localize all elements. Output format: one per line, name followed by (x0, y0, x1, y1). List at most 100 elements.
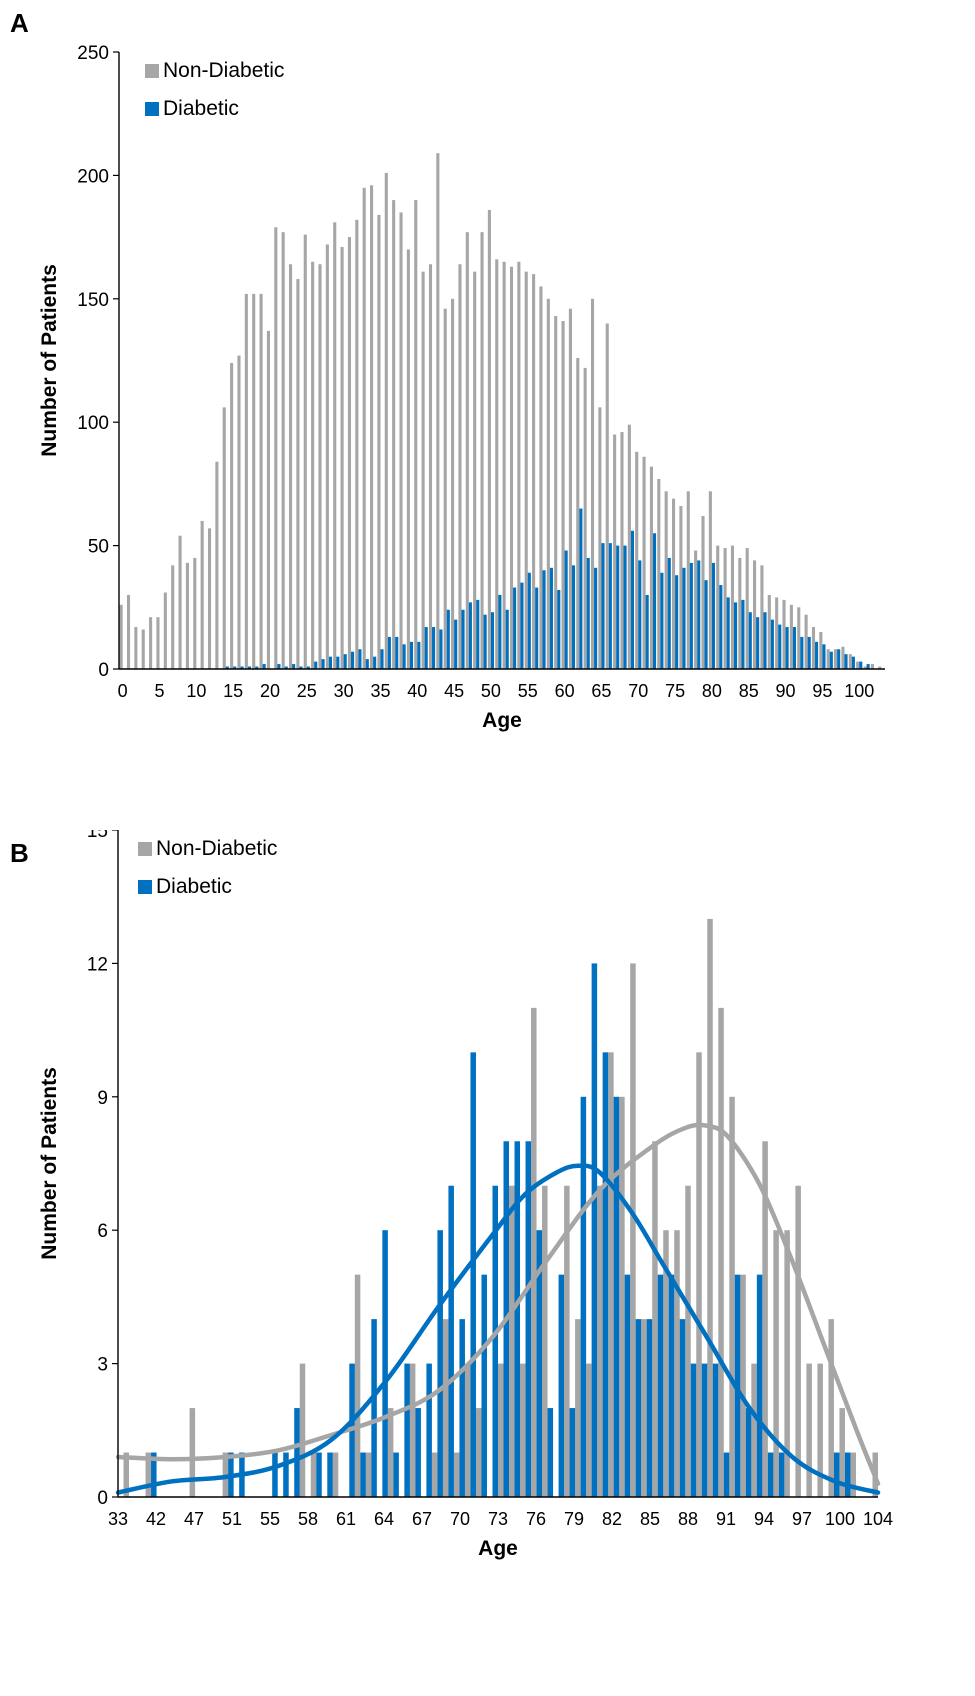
bar-diabetic-age-69 (481, 1274, 487, 1497)
bar-nondiabetic-age-52 (299, 1363, 306, 1497)
bar-nondiabetic-age-11 (200, 520, 204, 669)
b-x-tick-label: 82 (602, 1509, 622, 1529)
bar-nondiabetic-age-80 (708, 491, 712, 669)
bar-diabetic-age-44 (446, 609, 450, 669)
bar-diabetic-age-82 (624, 1274, 631, 1497)
a-x-tick-label: 15 (223, 681, 243, 701)
bar-diabetic-age-67 (616, 545, 620, 669)
a-x-tick-label: 100 (844, 681, 874, 701)
bar-nondiabetic-age-48 (473, 271, 477, 669)
bar-diabetic-age-79 (591, 963, 598, 1497)
bar-diabetic-age-35 (380, 649, 384, 669)
bar-diabetic-age-78 (697, 560, 701, 669)
b-x-tick-label: 67 (412, 1509, 432, 1529)
chart-b-svg: 0 3 6 9 12 15 33 42 47 51 55 58 61 64 67 70 73 76 79 82 85 88… (38, 830, 893, 1560)
b-y-axis-title: Number of Patients (38, 1067, 61, 1260)
b-x-tick-label: 85 (640, 1509, 660, 1529)
bar-diabetic-age-33 (365, 659, 369, 669)
bar-nondiabetic-age-14 (222, 407, 226, 669)
bar-nondiabetic-age-76 (564, 1185, 570, 1497)
bar-diabetic-age-85 (657, 1274, 664, 1497)
bar-nondiabetic-age-71 (509, 1185, 515, 1497)
bar-diabetic-age-59 (557, 590, 561, 669)
bar-diabetic-age-71 (645, 594, 649, 669)
b-legend-label-0: Non-Diabetic (156, 837, 277, 860)
bar-nondiabetic-age-29 (333, 222, 337, 670)
bar-diabetic-age-88 (770, 619, 774, 669)
bar-nondiabetic-age-78 (586, 1363, 592, 1497)
bar-nondiabetic-age-65 (598, 407, 602, 669)
b-x-tick-label: 91 (716, 1509, 736, 1529)
bar-nondiabetic-age-50 (487, 209, 491, 669)
bar-nondiabetic-age-89 (707, 918, 713, 1497)
a-y-tick-label: 200 (77, 166, 109, 187)
trendline-diabetic (115, 1163, 881, 1495)
b-x-tick-label: 79 (564, 1509, 584, 1529)
bar-diabetic-age-100 (859, 661, 863, 669)
bar-nondiabetic-age-70 (635, 451, 639, 669)
bar-diabetic-age-87 (763, 612, 767, 669)
bar-nondiabetic-age-97 (795, 1185, 801, 1497)
bar-diabetic-age-47 (468, 602, 472, 669)
bar-nondiabetic-age-80 (608, 1052, 614, 1497)
bar-diabetic-age-80 (602, 1052, 609, 1497)
b-x-tick-label: 47 (184, 1509, 204, 1529)
a-x-tick-label: 95 (812, 681, 832, 701)
bar-diabetic-age-54 (520, 582, 524, 669)
bar-diabetic-age-29 (336, 656, 340, 669)
bar-nondiabetic-age-40 (414, 200, 418, 669)
bar-nondiabetic-age-86 (674, 1230, 680, 1497)
bar-nondiabetic-age-84 (652, 1141, 658, 1497)
bar-diabetic-age-70 (492, 1185, 498, 1497)
bar-nondiabetic-age-61 (568, 308, 572, 669)
a-x-tick-label: 0 (118, 681, 128, 701)
bar-diabetic-age-49 (483, 614, 487, 669)
bar-nondiabetic-age-77 (686, 491, 690, 669)
bar-diabetic-age-81 (613, 1096, 620, 1497)
bar-nondiabetic-age-57 (354, 1274, 361, 1497)
bar-nondiabetic-age-72 (649, 466, 653, 669)
bar-nondiabetic-age-103 (878, 666, 882, 669)
bar-nondiabetic-age-25 (303, 234, 307, 669)
bar-nondiabetic-age-93 (804, 614, 808, 669)
bar-nondiabetic-age-98 (841, 646, 845, 669)
bar-diabetic-age-16 (240, 666, 244, 669)
bar-nondiabetic-age-88 (696, 1052, 702, 1497)
bar-diabetic-age-93 (745, 1408, 752, 1497)
bar-nondiabetic-age-68 (620, 432, 624, 669)
bar-nondiabetic-age-96 (826, 649, 830, 669)
bar-nondiabetic-age-102 (850, 1452, 856, 1497)
bar-nondiabetic-age-100 (856, 661, 860, 669)
bar-nondiabetic-age-95 (819, 631, 823, 669)
bar-nondiabetic-age-60 (561, 321, 565, 669)
bar-diabetic-age-37 (395, 636, 399, 669)
bar-nondiabetic-age-23 (288, 264, 293, 669)
a-x-tick-label: 10 (186, 681, 206, 701)
bar-nondiabetic-age-35 (377, 214, 381, 669)
bar-diabetic-age-24 (299, 666, 303, 669)
b-legend-swatch-0 (138, 842, 152, 856)
b-x-tick-label: 61 (336, 1509, 356, 1529)
bar-nondiabetic-age-42 (428, 264, 433, 669)
bar-diabetic-age-39 (409, 641, 414, 669)
bar-nondiabetic-age-88 (767, 594, 771, 669)
a-y-axis-title: Number of Patients (38, 264, 61, 457)
b-x-tick-label: 58 (298, 1509, 318, 1529)
bar-nondiabetic-age-79 (701, 515, 705, 669)
bar-diabetic-age-67 (459, 1319, 465, 1497)
bar-nondiabetic-age-51 (495, 259, 499, 669)
bar-nondiabetic-age-56 (532, 274, 536, 669)
bar-diabetic-age-26 (314, 661, 318, 669)
bar-diabetic-age-36 (387, 636, 391, 669)
bar-nondiabetic-age-32 (355, 219, 359, 669)
bar-nondiabetic-age-84 (738, 557, 742, 669)
b-y-tick-label: 0 (97, 1488, 108, 1509)
bar-nondiabetic-age-99 (817, 1363, 823, 1497)
bar-diabetic-age-58 (549, 567, 553, 669)
b-y-tick-label: 3 (97, 1355, 108, 1376)
bar-nondiabetic-age-0 (119, 604, 123, 669)
bar-nondiabetic-age-77 (575, 1319, 581, 1497)
a-y-tick-label: 100 (77, 413, 109, 434)
a-y-tick-label: 150 (77, 290, 109, 311)
bar-diabetic-age-34 (373, 656, 377, 669)
